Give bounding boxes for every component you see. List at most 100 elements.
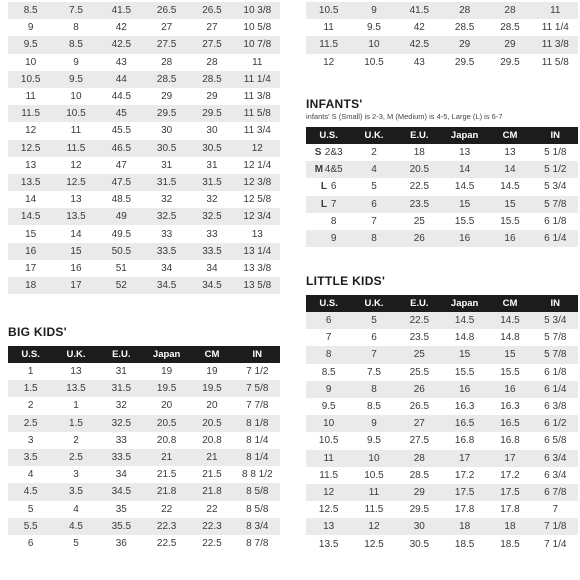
header-cm: CM bbox=[502, 298, 518, 309]
table-row: 10 9 43 28 28 11 bbox=[8, 54, 280, 71]
cell-cm: 16 bbox=[504, 383, 516, 395]
table-row: 8.5 7.5 25.5 15.5 15.5 6 1/8 bbox=[306, 364, 578, 381]
cell-uk: 15 bbox=[70, 245, 82, 257]
cell-japan: 13 bbox=[459, 147, 471, 159]
cell-cm: 29.5 bbox=[500, 56, 520, 68]
cell-eu: 33.5 bbox=[111, 452, 132, 464]
table-row: 7 6 23.5 14.8 14.8 5 7/8 bbox=[306, 329, 578, 346]
table-row: 4 3 34 21.5 21.5 8 8 1/2 bbox=[8, 466, 280, 483]
table-row: 13.5 12.5 30.5 18.5 18.5 7 1/4 bbox=[306, 535, 578, 552]
cell-eu: 22.5 bbox=[409, 315, 430, 327]
cell-eu: 27 bbox=[413, 418, 425, 430]
cell-us: 13 bbox=[323, 521, 335, 533]
cell-uk: 8.5 bbox=[367, 401, 381, 413]
infants-title: INFANTS' bbox=[306, 97, 363, 111]
cell-eu: 43 bbox=[413, 56, 425, 68]
table-row: 12.5 11.5 29.5 17.8 17.8 7 bbox=[306, 501, 578, 518]
table-row: 9 8 42 27 27 10 5/8 bbox=[8, 19, 280, 36]
cell-uk: 5 bbox=[371, 315, 377, 327]
table-row: 3.5 2.5 33.5 21 21 8 1/4 bbox=[8, 448, 280, 467]
cell-japan: 32 bbox=[161, 194, 173, 206]
table-rows: 8.5 7.5 41.5 26.5 26.5 10 3/8 9 8 42 27 27 10 5/8 9.… bbox=[8, 2, 280, 295]
size-letter: L bbox=[320, 198, 327, 210]
cell-japan: 33.5 bbox=[156, 245, 177, 257]
cell-japan: 18 bbox=[459, 521, 471, 533]
cell-eu: 25.5 bbox=[409, 366, 430, 378]
cell-uk: 10 bbox=[368, 39, 380, 51]
cell-japan: 27.5 bbox=[156, 39, 177, 51]
cell-japan: 15.5 bbox=[454, 215, 475, 227]
cell-in: 6 1/8 bbox=[544, 366, 567, 378]
cell-japan: 14.5 bbox=[454, 181, 475, 193]
cell-in: 10 5/8 bbox=[243, 22, 272, 34]
cell-in: 7 7/8 bbox=[246, 400, 269, 412]
cell-uk: 2.5 bbox=[69, 452, 83, 464]
cell-in: 13 5/8 bbox=[243, 280, 272, 292]
header-in: IN bbox=[252, 349, 263, 360]
table-row: 1.5 13.5 31.5 19.5 19.5 7 5/8 bbox=[8, 380, 280, 398]
cell-eu: 36 bbox=[115, 537, 127, 549]
cell-us: 11.5 bbox=[319, 39, 339, 51]
cell-cm: 31 bbox=[206, 159, 218, 171]
table-row: 9.5 8.5 42.5 27.5 27.5 10 7/8 bbox=[8, 36, 280, 54]
table-row: S 2&3 2 18 13 13 5 1/8 bbox=[306, 144, 578, 161]
cell-eu: 51 bbox=[115, 262, 127, 274]
cell-japan: 21 bbox=[161, 452, 173, 464]
cell-us: 12.5 bbox=[20, 142, 41, 154]
cell-in: 5 7/8 bbox=[544, 349, 567, 361]
cell-eu: 30 bbox=[413, 521, 425, 533]
cell-cm: 21.5 bbox=[202, 469, 222, 481]
cell-uk: 9 bbox=[73, 56, 79, 68]
cell-eu: 48.5 bbox=[111, 194, 132, 206]
cell-uk: 13 bbox=[70, 366, 82, 378]
table-row: 6 5 36 22.5 22.5 8 7/8 bbox=[8, 535, 280, 552]
big-kids-size-table: U.S. U.K. E.U. Japan CM IN 1 13 31 19 19 7 1/… bbox=[8, 346, 280, 552]
cell-japan: 26.5 bbox=[156, 5, 177, 17]
cell-cm: 28 bbox=[206, 56, 218, 68]
cell-eu: 28 bbox=[413, 452, 425, 464]
table-row: 10.5 9.5 44 28.5 28.5 11 1/4 bbox=[8, 70, 280, 88]
cell-cm: 27.5 bbox=[202, 39, 222, 51]
cell-cm: 15 bbox=[504, 198, 516, 210]
cell-in: 6 1/4 bbox=[544, 233, 567, 245]
cell-japan: 34 bbox=[161, 262, 173, 274]
cell-cm: 14.5 bbox=[500, 181, 520, 193]
cell-cm: 15 bbox=[504, 349, 516, 361]
cell-eu: 44.5 bbox=[111, 91, 132, 103]
cell-cm: 17 bbox=[504, 452, 516, 464]
cell-uk: 14 bbox=[70, 228, 82, 240]
cell-uk: 13.5 bbox=[66, 383, 86, 395]
table-rows: 6 5 22.5 14.5 14.5 5 3/4 7 6 23.5 14.8 14.8 5 7/8 8 7… bbox=[306, 312, 578, 553]
cell-us: 5 bbox=[27, 503, 34, 515]
cell-eu: 26 bbox=[413, 233, 425, 245]
cell-uk: 7.5 bbox=[69, 5, 83, 17]
cell-japan: 22.3 bbox=[156, 520, 177, 532]
cell-japan: 14.8 bbox=[454, 332, 475, 344]
table-row: 4.5 3.5 34.5 21.8 21.8 8 5/8 bbox=[8, 483, 280, 501]
cell-cm: 28 bbox=[504, 5, 516, 17]
cell-us: M 4&5 bbox=[306, 164, 351, 175]
cell-us: 8 bbox=[325, 349, 332, 361]
cell-japan: 20.8 bbox=[156, 434, 177, 446]
table-row: 14 13 48.5 32 32 12 5/8 bbox=[8, 191, 280, 208]
table-row: 11 10 44.5 29 29 11 3/8 bbox=[8, 88, 280, 105]
cell-in: 8 7/8 bbox=[246, 537, 269, 549]
cell-us: 11.5 bbox=[21, 108, 41, 120]
header-japan: Japan bbox=[450, 130, 479, 141]
cell-in: 12 3/4 bbox=[243, 211, 272, 223]
cell-eu: 50.5 bbox=[111, 245, 132, 257]
cell-eu: 42 bbox=[115, 22, 127, 34]
cell-us: 3.5 bbox=[23, 452, 38, 464]
cell-uk: 13.5 bbox=[66, 211, 86, 223]
table-header: U.S. U.K. E.U. Japan CM IN bbox=[306, 295, 578, 312]
cell-japan: 19.5 bbox=[156, 383, 177, 395]
cell-in: 11 5/8 bbox=[243, 108, 271, 120]
cell-cm: 13 bbox=[504, 147, 516, 159]
table-row: 13 12 30 18 18 7 1/8 bbox=[306, 518, 578, 536]
cell-cm: 16 bbox=[504, 233, 516, 245]
cell-uk: 9.5 bbox=[69, 73, 83, 85]
cell-eu: 47 bbox=[115, 159, 127, 171]
table-row: 5 4 35 22 22 8 5/8 bbox=[8, 501, 280, 518]
cell-uk: 6 bbox=[371, 332, 377, 344]
